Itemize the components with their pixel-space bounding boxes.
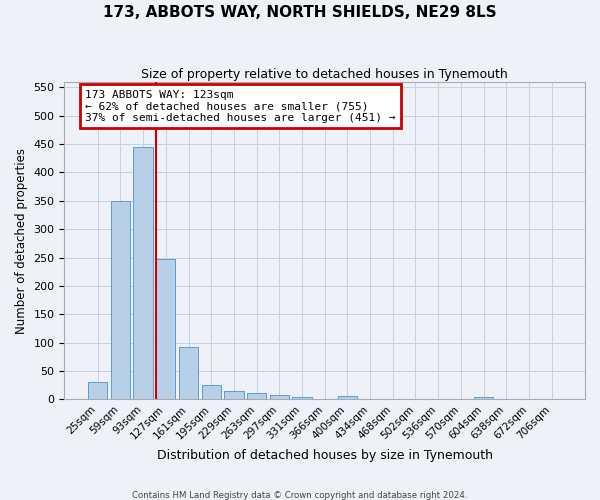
Text: 173 ABBOTS WAY: 123sqm
← 62% of detached houses are smaller (755)
37% of semi-de: 173 ABBOTS WAY: 123sqm ← 62% of detached… (85, 90, 396, 123)
Bar (179, 346, 198, 400)
X-axis label: Distribution of detached houses by size in Tynemouth: Distribution of detached houses by size … (157, 450, 493, 462)
Bar (292, 396, 311, 400)
Title: Size of property relative to detached houses in Tynemouth: Size of property relative to detached ho… (142, 68, 508, 80)
Bar (474, 396, 493, 400)
Bar (338, 396, 357, 400)
Bar (111, 201, 130, 400)
Bar (156, 258, 175, 400)
Bar (269, 395, 289, 400)
Bar (202, 384, 221, 400)
Text: 173, ABBOTS WAY, NORTH SHIELDS, NE29 8LS: 173, ABBOTS WAY, NORTH SHIELDS, NE29 8LS (103, 5, 497, 20)
Text: Contains HM Land Registry data © Crown copyright and database right 2024.: Contains HM Land Registry data © Crown c… (132, 490, 468, 500)
Bar (224, 391, 244, 400)
Y-axis label: Number of detached properties: Number of detached properties (15, 148, 28, 334)
Bar (88, 382, 107, 400)
Bar (133, 147, 153, 400)
Bar (247, 392, 266, 400)
